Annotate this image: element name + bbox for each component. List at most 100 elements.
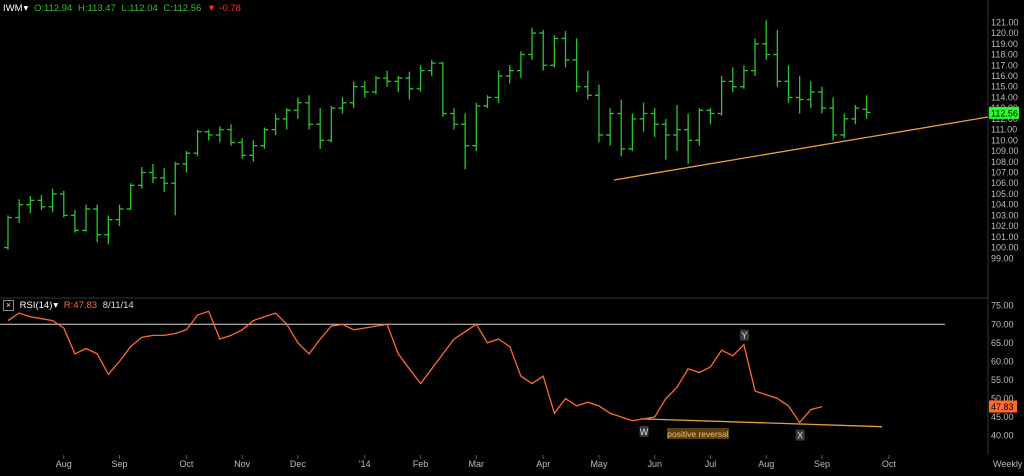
ohlc-bar[interactable] [695, 108, 704, 146]
ohlc-bar[interactable] [572, 38, 581, 93]
price-header: IWM▾ O:112.94 H:113.47 L:112.04 C:112.56… [3, 3, 244, 14]
ohlc-bar[interactable] [204, 129, 213, 141]
price-tick-label: 99.00 [991, 253, 1014, 263]
time-tick-label: Jun [647, 459, 662, 469]
ohlc-bar[interactable] [327, 106, 336, 143]
ohlc-bar[interactable] [115, 204, 124, 227]
ohlc-bar[interactable] [594, 84, 603, 143]
ohlc-bar[interactable] [48, 188, 57, 213]
symbol-label[interactable]: IWM [3, 3, 23, 14]
ohlc-bar[interactable] [104, 215, 113, 245]
ohlc-bar[interactable] [249, 140, 258, 162]
ohlc-bar[interactable] [606, 108, 615, 146]
ohlc-bar[interactable] [450, 108, 458, 130]
time-tick-label: Aug [758, 459, 774, 469]
ohlc-bar[interactable] [394, 75, 403, 93]
ohlc-bar[interactable] [171, 161, 180, 216]
ohlc-bar[interactable] [806, 81, 815, 109]
ohlc-bar[interactable] [282, 108, 291, 130]
ohlc-bar[interactable] [840, 113, 849, 139]
ohlc-bar[interactable] [215, 126, 224, 143]
ohlc-bar[interactable] [305, 95, 314, 130]
ohlc-bar[interactable] [684, 113, 693, 164]
ohlc-bar[interactable] [360, 81, 369, 98]
rsi-label[interactable]: RSI(14) [19, 300, 53, 311]
ohlc-bar[interactable] [59, 190, 68, 218]
ohlc-bar[interactable] [227, 124, 235, 146]
ohlc-bar[interactable] [751, 38, 760, 76]
ohlc-bar[interactable] [617, 99, 626, 157]
ohlc-bar[interactable] [817, 86, 826, 114]
ohlc-bar[interactable] [505, 65, 514, 84]
close-icon[interactable]: × [3, 300, 14, 311]
close-value: C:112.56 [163, 3, 202, 14]
ohlc-bar[interactable] [528, 27, 537, 60]
ohlc-bar[interactable] [773, 29, 782, 87]
ohlc-bar[interactable] [639, 102, 648, 132]
ohlc-bar[interactable] [650, 108, 659, 138]
ohlc-bar[interactable] [37, 195, 46, 211]
ohlc-bar[interactable] [93, 204, 102, 243]
ohlc-bar[interactable] [717, 75, 726, 116]
ohlc-bar[interactable] [661, 118, 670, 160]
ohlc-bar[interactable] [15, 199, 24, 223]
rsi-arrow[interactable]: ▾ [53, 300, 59, 311]
ohlc-bar[interactable] [851, 104, 860, 125]
ohlc-bar[interactable] [182, 151, 191, 173]
ohlc-bar[interactable] [271, 113, 280, 135]
ohlc-bar[interactable] [238, 138, 247, 159]
ohlc-bar[interactable] [316, 108, 325, 149]
ohlc-bar[interactable] [26, 196, 35, 214]
price-support-trendline[interactable] [613, 116, 989, 181]
ohlc-bar[interactable] [126, 183, 135, 211]
ohlc-bar[interactable] [137, 167, 146, 189]
ohlc-bar[interactable] [82, 204, 91, 232]
ohlc-bar[interactable] [416, 65, 425, 93]
ohlc-bar[interactable] [293, 97, 302, 119]
ohlc-bar[interactable] [371, 75, 380, 95]
ohlc-bars [4, 20, 871, 250]
ohlc-bar[interactable] [673, 104, 681, 152]
price-tick-label: 117.00 [991, 60, 1018, 70]
ohlc-bar[interactable] [349, 81, 358, 109]
ohlc-bar[interactable] [706, 108, 715, 125]
ohlc-bar[interactable] [461, 113, 470, 170]
ohlc-bar[interactable] [628, 113, 637, 152]
rsi-line[interactable] [7, 310, 823, 424]
ohlc-bar[interactable] [4, 215, 12, 250]
ohlc-bar[interactable] [561, 30, 570, 68]
ohlc-bar[interactable] [516, 51, 525, 79]
ohlc-bar[interactable] [583, 70, 592, 100]
ohlc-bar[interactable] [728, 67, 737, 93]
ohlc-bar[interactable] [795, 75, 804, 114]
ohlc-bar[interactable] [739, 65, 748, 89]
rsi-value: R:47.83 [63, 300, 98, 311]
annotation-note-box [667, 428, 729, 439]
ohlc-bar[interactable] [539, 29, 548, 71]
ohlc-bar[interactable] [260, 127, 269, 149]
last-price-text: 112.56 [991, 108, 1018, 118]
rsi-support-trendline[interactable] [641, 418, 883, 428]
ohlc-bar[interactable] [383, 70, 392, 87]
ohlc-bar[interactable] [483, 95, 492, 109]
rsi-tick-label: 60.00 [991, 356, 1014, 366]
ohlc-bar[interactable] [762, 20, 771, 60]
ohlc-bar[interactable] [784, 65, 793, 103]
last-price-tag [989, 106, 1019, 119]
ohlc-bar[interactable] [427, 59, 436, 76]
ohlc-bar[interactable] [550, 35, 559, 68]
ohlc-bar[interactable] [494, 70, 503, 103]
ohlc-bar[interactable] [148, 163, 157, 184]
ohlc-bar[interactable] [338, 97, 347, 114]
change-triangle-icon: ▼ [206, 3, 217, 14]
open-value: O:112.94 [33, 3, 73, 14]
symbol-arrow[interactable]: ▾ [23, 3, 29, 14]
ohlc-bar[interactable] [160, 168, 169, 192]
ohlc-bar[interactable] [438, 62, 447, 117]
ohlc-bar[interactable] [862, 95, 871, 119]
ohlc-bar[interactable] [405, 71, 414, 100]
ohlc-bar[interactable] [193, 129, 202, 157]
ohlc-bar[interactable] [829, 97, 838, 141]
ohlc-bar[interactable] [70, 210, 79, 233]
ohlc-bar[interactable] [472, 102, 481, 152]
